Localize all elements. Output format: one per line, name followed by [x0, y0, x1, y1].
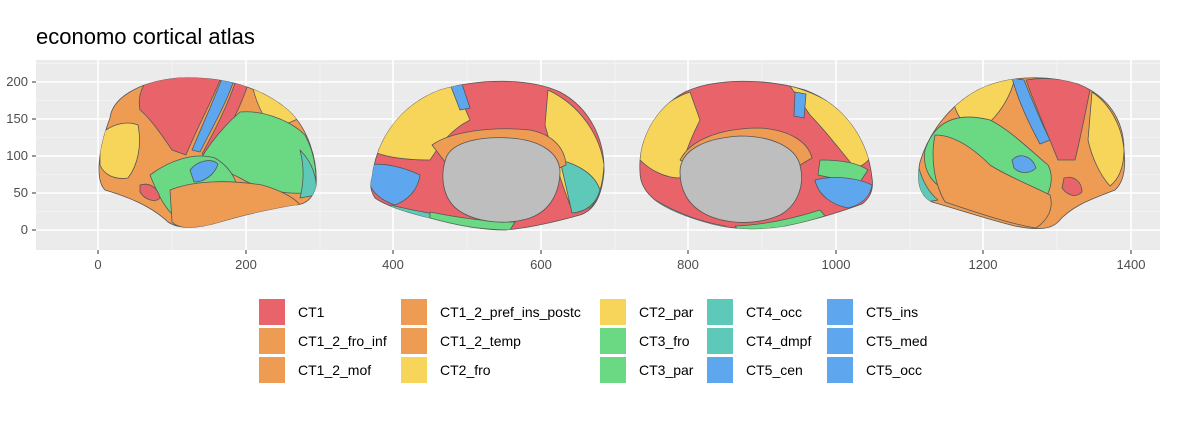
legend-item: CT1_2_mof [258, 356, 371, 384]
medial-wall [442, 137, 561, 223]
plot-title: economo cortical atlas [36, 24, 255, 49]
region-ct1-temppole [1061, 176, 1083, 196]
legend-key [706, 356, 734, 384]
legend-key [706, 298, 734, 326]
brain-atlas-plot: 200 150 100 50 0 0 200 400 600 800 1000 … [6, 60, 1160, 272]
legend-label: CT5_ins [866, 304, 919, 320]
legend-label: CT2_fro [440, 362, 491, 378]
legend-item: CT1_2_fro_inf [258, 327, 387, 355]
legend-label: CT3_fro [639, 333, 690, 349]
x-tick-label: 1400 [1117, 257, 1146, 272]
legend-key [258, 356, 286, 384]
legend-label: CT5_cen [746, 362, 803, 378]
brain-lateral-right [918, 77, 1126, 230]
brain-medial-left [370, 80, 605, 231]
legend-label: CT2_par [639, 304, 694, 320]
legend-key [599, 298, 627, 326]
y-tick-label: 100 [6, 148, 28, 163]
x-tick-label: 1200 [969, 257, 998, 272]
legend-label: CT5_med [866, 333, 928, 349]
region-ct4-occ [918, 164, 939, 203]
legend-item: CT4_dmpf [706, 327, 811, 355]
legend-label: CT4_occ [746, 304, 803, 320]
legend-label: CT1_2_temp [440, 333, 521, 349]
region-ct4-occ [299, 149, 317, 199]
legend-key [826, 356, 854, 384]
legend: CT1 CT1_2_fro_inf CT1_2_mof CT1_2_pref_i… [258, 298, 958, 388]
brain-medial-right [639, 80, 873, 230]
legend-key [599, 356, 627, 384]
x-tick-label: 600 [530, 257, 552, 272]
legend-key [400, 356, 428, 384]
x-tick-label: 400 [382, 257, 404, 272]
legend-key [258, 327, 286, 355]
medial-wall [679, 135, 802, 223]
legend-key [706, 327, 734, 355]
region-ct5-med [793, 91, 807, 119]
y-tick-label: 50 [14, 185, 28, 200]
legend-label: CT1_2_pref_ins_postc [440, 304, 581, 320]
region-ct5-ins [1011, 155, 1037, 173]
legend-item: CT2_par [599, 298, 693, 326]
legend-label: CT5_occ [866, 362, 923, 378]
legend-item: CT1 [258, 298, 324, 326]
region-ct4-occ [559, 159, 601, 214]
legend-label: CT4_dmpf [746, 333, 812, 349]
legend-item: CT5_ins [826, 298, 918, 326]
region-ct5-occ [370, 163, 421, 206]
legend-key [258, 298, 286, 326]
legend-item: CT1_2_pref_ins_postc [400, 298, 581, 326]
region-ct1-temppole [139, 183, 161, 201]
legend-item: CT5_med [826, 327, 927, 355]
legend-label: CT1 [298, 304, 325, 320]
y-tick-label: 150 [6, 111, 28, 126]
brain-lateral-left [98, 77, 317, 228]
legend-item: CT3_fro [599, 327, 690, 355]
region-ct1-2-temp [932, 134, 1052, 229]
legend-item: CT1_2_temp [400, 327, 521, 355]
x-tick-label: 800 [677, 257, 699, 272]
axis-ticks [32, 81, 1132, 254]
x-tick-label: 200 [235, 257, 257, 272]
region-ct5-occ [814, 177, 873, 209]
legend-item: CT3_par [599, 356, 693, 384]
legend-item: CT5_cen [706, 356, 803, 384]
legend-key [400, 327, 428, 355]
region-ct3-par [734, 209, 826, 229]
legend-item: CT2_fro [400, 356, 491, 384]
legend-key [826, 298, 854, 326]
legend-key [400, 298, 428, 326]
legend-label: CT1_2_mof [298, 362, 372, 378]
legend-key [599, 327, 627, 355]
region-ct1 [138, 77, 221, 156]
region-ct5-cen [191, 77, 235, 153]
x-tick-label: 0 [94, 257, 101, 272]
legend-label: CT3_par [639, 362, 694, 378]
x-tick-label: 1000 [822, 257, 851, 272]
region-ct2-fro [1087, 91, 1125, 187]
y-tick-label: 200 [6, 74, 28, 89]
y-tick-label: 0 [21, 222, 28, 237]
legend-key [826, 327, 854, 355]
legend-item: CT4_occ [706, 298, 802, 326]
legend-item: CT5_occ [826, 356, 922, 384]
region-ct5-ins [189, 160, 219, 183]
region-ct3-par [429, 211, 516, 230]
legend-label: CT1_2_fro_inf [298, 333, 387, 349]
region-ct2-fro [99, 122, 140, 179]
